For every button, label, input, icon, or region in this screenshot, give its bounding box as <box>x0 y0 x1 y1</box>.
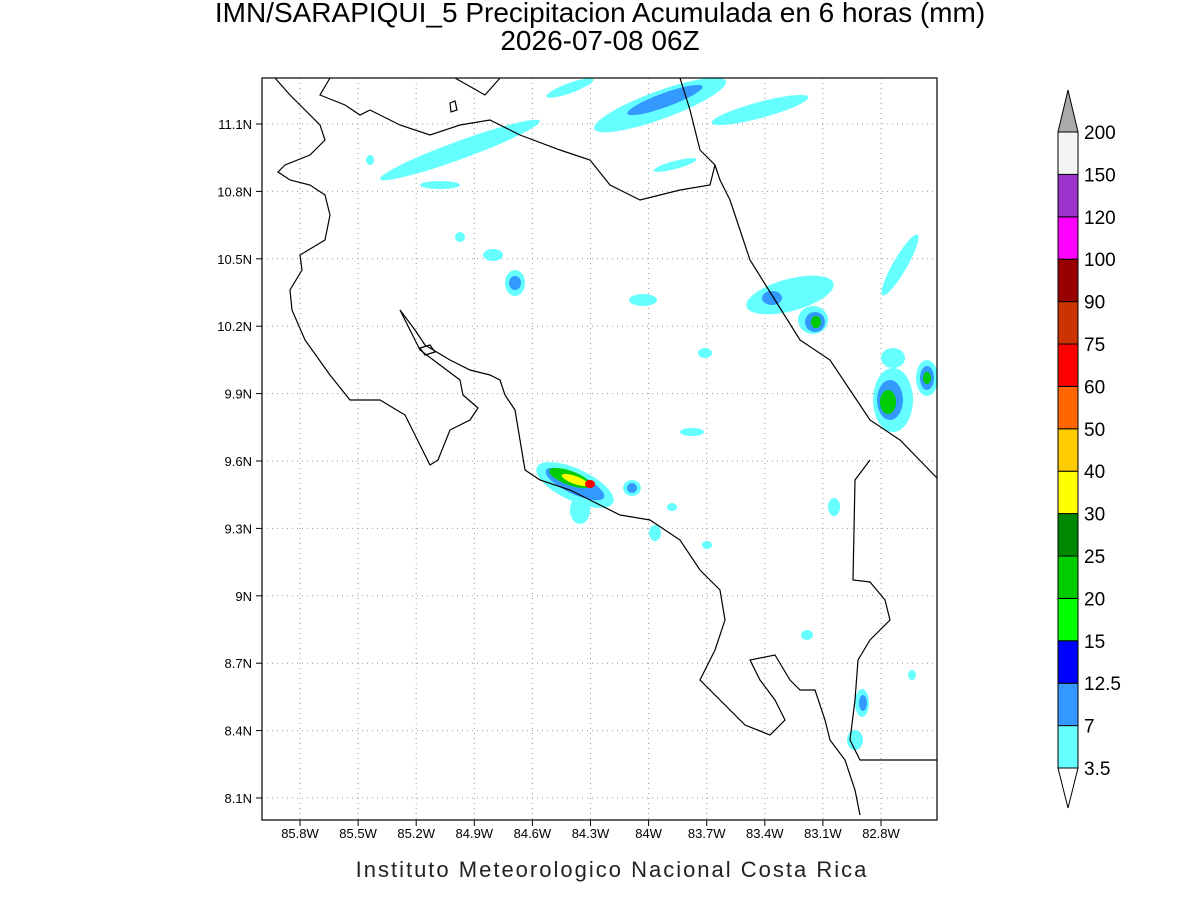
colorbar-label: 7 <box>1084 717 1095 738</box>
colorbar-label: 30 <box>1084 505 1105 526</box>
colorbar-high <box>1057 89 1079 133</box>
colorbar-label: 12.5 <box>1084 674 1121 695</box>
axes: 85.8W 85.5W 85.2W 84.9W 84.6W 84.3W 84W 83.7W 83… <box>217 117 900 841</box>
lon-label: 85.5W <box>339 826 377 841</box>
colorbar-label: 100 <box>1084 250 1116 271</box>
lat-label: 9N <box>235 589 252 604</box>
lat-label: 8.4N <box>225 724 252 739</box>
colorbar-label: 50 <box>1084 420 1105 441</box>
colorbar-box <box>1057 725 1079 769</box>
lat-label: 10.2N <box>217 319 252 334</box>
colorbar-box <box>1057 640 1079 684</box>
footer-credit: Instituto Meteorologico Nacional Costa R… <box>356 857 869 882</box>
lon-label: 83.4W <box>746 826 784 841</box>
colorbar-label: 20 <box>1084 589 1105 610</box>
lon-label: 84.6W <box>514 826 552 841</box>
colorbar-box <box>1057 513 1079 557</box>
colorbar-box <box>1057 385 1079 430</box>
lat-label: 9.9N <box>225 387 252 402</box>
lat-label: 10.5N <box>217 252 252 267</box>
lat-label: 11.1N <box>218 117 252 132</box>
lat-label: 9.6N <box>225 454 252 469</box>
colorbar-label: 15 <box>1084 632 1105 653</box>
colorbar-box <box>1057 258 1079 303</box>
lon-label: 85.2W <box>397 826 435 841</box>
colorbar-label: 3.5 <box>1084 759 1110 780</box>
colorbar-box <box>1057 470 1079 515</box>
title: IMN/SARAPIQUI_5 Precipitacion Acumulada … <box>215 0 985 28</box>
colorbar-label: 25 <box>1084 547 1105 568</box>
grid <box>262 78 937 820</box>
lon-label: 82.8W <box>862 826 900 841</box>
colorbar-box <box>1057 216 1079 260</box>
colorbar-box <box>1057 131 1079 175</box>
colorbar-label: 120 <box>1084 208 1116 229</box>
colorbar-label: 60 <box>1084 377 1105 398</box>
subtitle: 2026-07-08 06Z <box>500 25 699 56</box>
lon-label: 84.3W <box>572 826 610 841</box>
lon-label: 84.9W <box>456 826 494 841</box>
colorbar-box <box>1057 555 1079 599</box>
lat-label: 10.8N <box>217 184 252 199</box>
lon-label: 83.1W <box>804 826 842 841</box>
colorbar: 3.5 7 12.5 15 20 25 30 40 50 60 75 90 100 120 150 200 <box>1057 89 1121 809</box>
lat-label: 9.3N <box>225 521 252 536</box>
colorbar-box <box>1057 597 1079 642</box>
lon-label: 84W <box>635 826 662 841</box>
colorbar-label: 40 <box>1084 462 1105 483</box>
precipitation <box>366 77 938 750</box>
colorbar-box <box>1057 428 1079 472</box>
colorbar-box <box>1057 682 1079 727</box>
colorbar-label: 150 <box>1084 165 1116 186</box>
colorbar-label: 200 <box>1084 123 1116 144</box>
coastlines <box>274 77 938 816</box>
lon-label: 85.8W <box>281 826 319 841</box>
lon-label: 83.7W <box>688 826 726 841</box>
lat-label: 8.1N <box>225 791 252 806</box>
colorbar-box <box>1057 343 1079 387</box>
colorbar-label: 75 <box>1084 335 1105 356</box>
colorbar-low <box>1057 767 1079 809</box>
colorbar-box <box>1057 301 1079 345</box>
map-frame <box>261 77 938 821</box>
colorbar-label: 90 <box>1084 293 1105 314</box>
colorbar-box <box>1057 173 1079 218</box>
lat-label: 8.7N <box>225 656 252 671</box>
